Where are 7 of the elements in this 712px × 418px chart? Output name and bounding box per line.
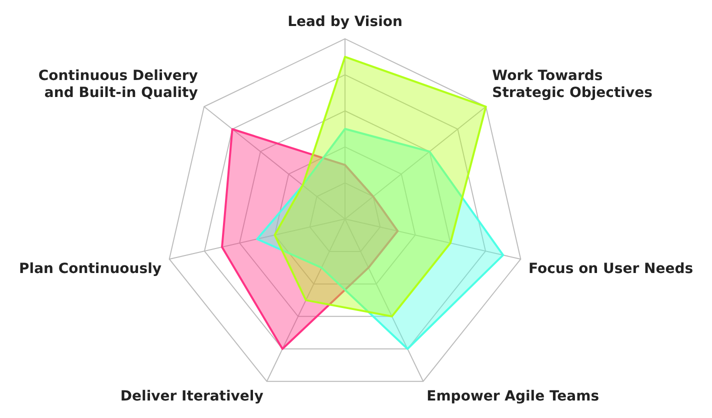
spoke-label: Continuous Delivery and Built-in Quality: [38, 68, 198, 101]
spoke-label: Deliver Iteratively: [120, 388, 264, 405]
spoke-label: Work Towards Strategic Objectives: [492, 68, 652, 101]
spoke-label: Focus on User Needs: [528, 260, 694, 277]
spoke-label: Lead by Vision: [288, 14, 402, 30]
spoke-label: Empower Agile Teams: [426, 388, 600, 405]
spoke-label: Plan Continuously: [19, 260, 162, 277]
